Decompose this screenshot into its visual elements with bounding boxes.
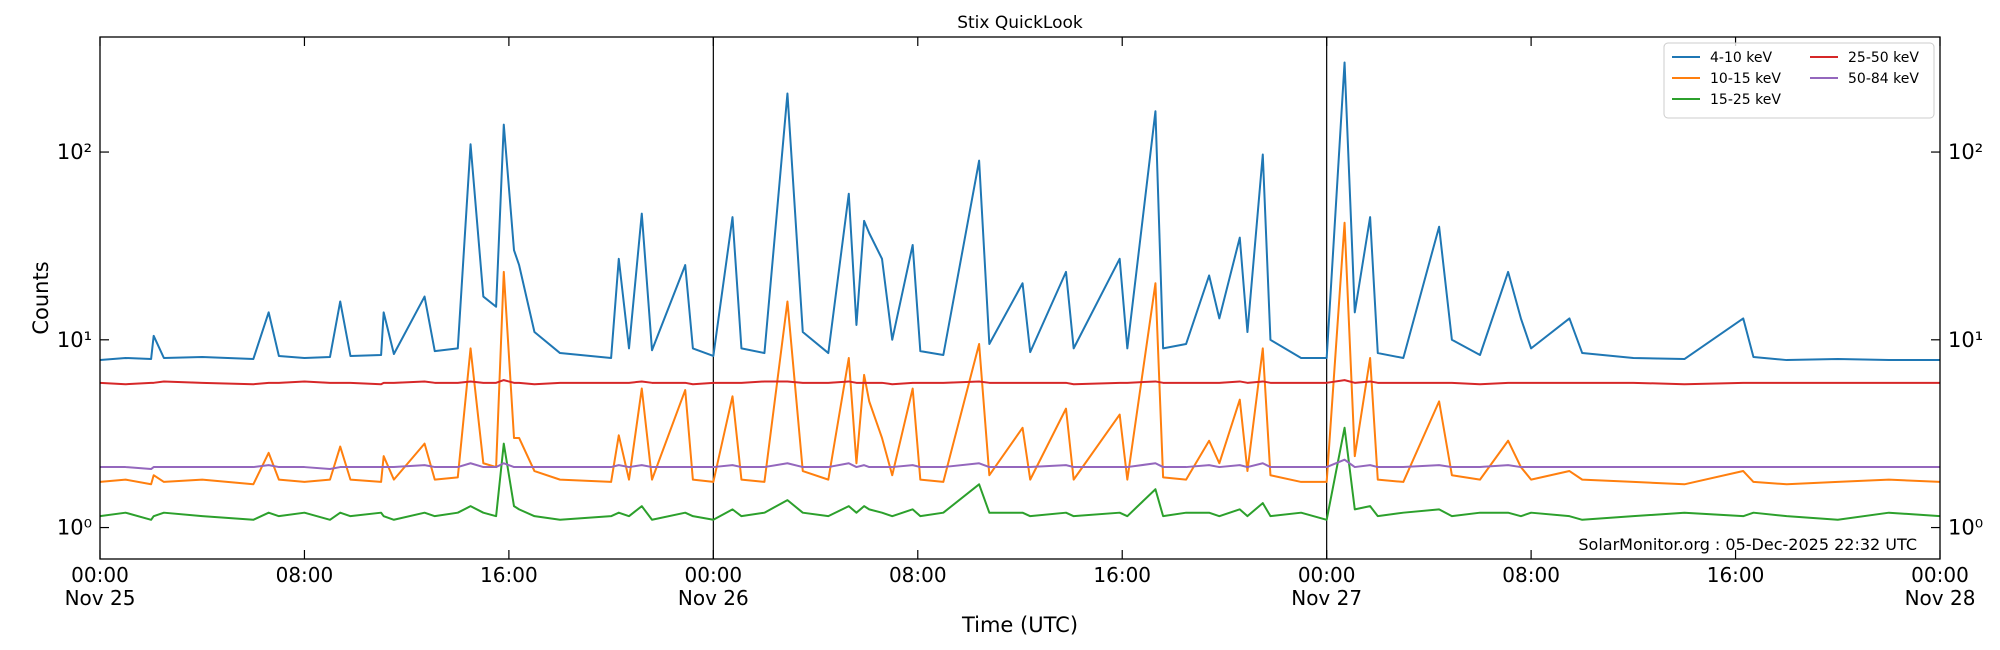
y-tick-label-right: 10² <box>1948 140 1983 164</box>
series-line <box>100 379 1940 386</box>
x-tick-label: 00:00 Nov 27 <box>1291 563 1363 610</box>
x-tick-label: 00:00 Nov 26 <box>677 563 749 610</box>
x-tick-label: 16:00 <box>480 563 538 587</box>
y-tick-label-right: 10¹ <box>1948 328 1983 352</box>
y-tick-label: 10¹ <box>57 328 92 352</box>
x-tick-label: 00:00 Nov 25 <box>64 563 136 610</box>
series-line <box>100 61 1940 362</box>
y-axis-label: Counts <box>29 261 53 334</box>
series-line <box>100 221 1940 486</box>
x-tick-label: 08:00 <box>888 563 947 587</box>
legend-label: 50-84 keV <box>1848 71 1919 87</box>
series-line <box>100 426 1940 521</box>
x-tick-label: 00:00 Nov 28 <box>1904 563 1976 610</box>
annotation: SolarMonitor.org : 05-Dec-2025 22:32 UTC <box>1578 535 1917 554</box>
y-tick-label: 10⁰ <box>57 516 92 540</box>
plot-area <box>100 61 1940 521</box>
x-tick-label: 16:00 <box>1093 563 1152 587</box>
y-tick-label-right: 10⁰ <box>1948 516 1983 540</box>
series-line <box>100 458 1940 471</box>
legend-label: 4-10 keV <box>1710 50 1772 66</box>
legend-box <box>1663 42 1935 119</box>
x-axis-label: Time (UTC) <box>961 613 1078 637</box>
legend-label: 15-25 keV <box>1710 92 1781 108</box>
chart-title: Stix QuickLook <box>957 13 1083 33</box>
x-tick-label: 08:00 <box>275 563 334 587</box>
y-tick-label: 10² <box>57 140 92 164</box>
x-tick-label: 08:00 <box>1502 563 1560 587</box>
x-tick-label: 16:00 <box>1706 563 1765 587</box>
legend-label: 10-15 keV <box>1710 71 1781 87</box>
legend-label: 25-50 keV <box>1848 50 1919 66</box>
plot-frame <box>99 36 1941 560</box>
